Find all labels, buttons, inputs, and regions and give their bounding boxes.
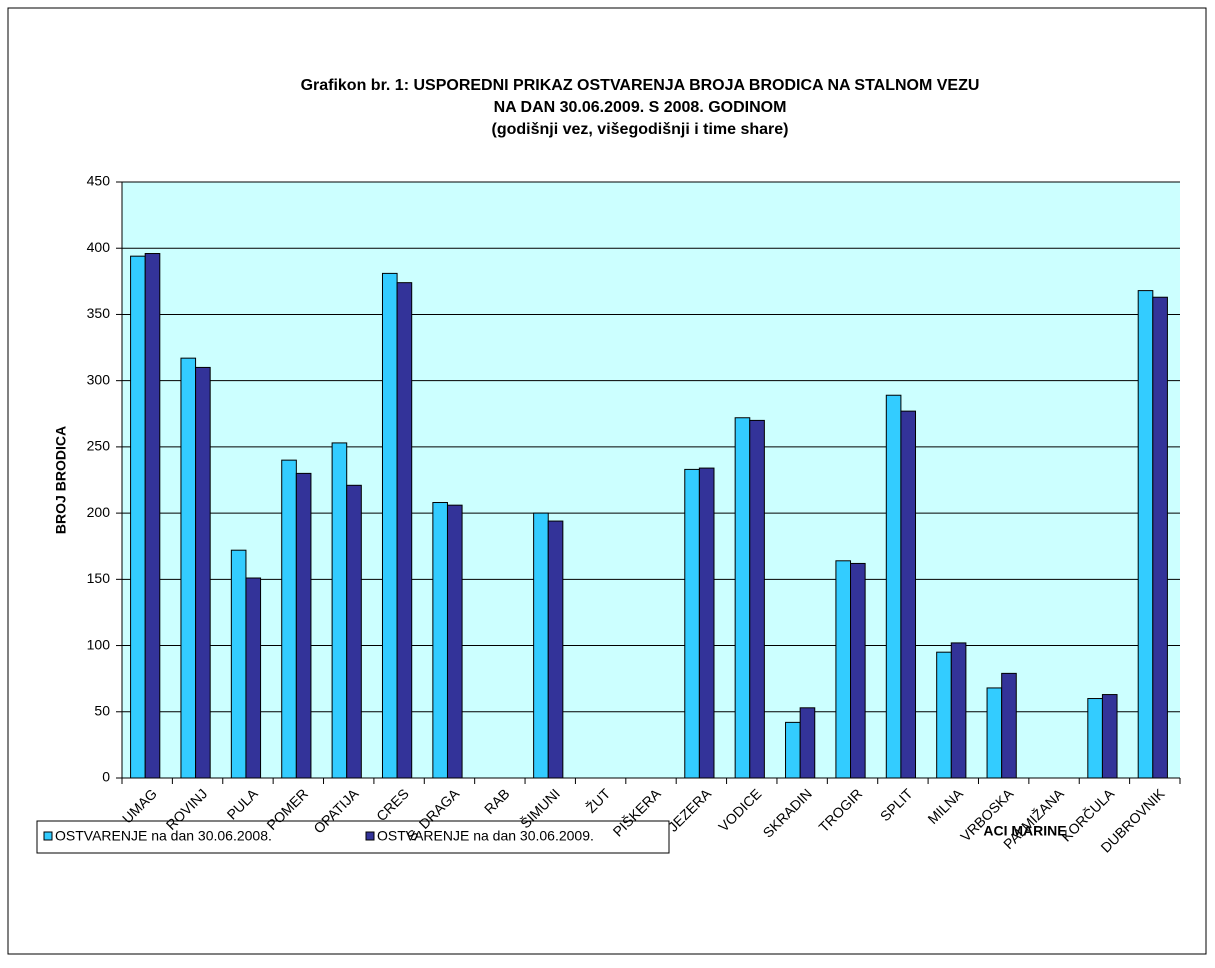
bar [245, 577, 262, 779]
bar [1152, 296, 1168, 779]
chart-title: NA DAN 30.06.2009. S 2008. GODINOM [494, 99, 787, 116]
y-tick-label: 150 [87, 570, 111, 586]
bar [130, 255, 146, 779]
bar [446, 504, 463, 779]
bar [1001, 672, 1017, 779]
bar [381, 272, 398, 779]
y-tick-label: 200 [87, 504, 111, 520]
bar [547, 520, 564, 779]
bar [396, 282, 413, 779]
bar [885, 394, 902, 779]
y-tick-label: 300 [87, 371, 111, 387]
legend-swatch [43, 831, 53, 841]
bar [281, 459, 297, 779]
bar [950, 642, 967, 779]
bar [785, 721, 801, 779]
bar [346, 484, 362, 779]
legend-box [36, 820, 670, 854]
bar [698, 467, 715, 779]
bar [799, 707, 816, 779]
chart-title: (godišnji vez, višegodišnji i time share… [492, 121, 789, 138]
y-tick-label: 100 [87, 636, 111, 652]
bar [900, 410, 917, 779]
bar [986, 687, 1003, 779]
bar [533, 512, 549, 779]
bar [331, 442, 348, 779]
bar [850, 562, 866, 779]
legend-label: OSTVARENJE na dan 30.06.2009. [377, 828, 594, 844]
y-tick-label: 400 [87, 239, 111, 255]
bar [230, 549, 247, 779]
y-tick-label: 350 [87, 305, 111, 321]
bar [684, 468, 700, 779]
bar [936, 651, 952, 779]
bar [1087, 698, 1103, 779]
bar [1101, 694, 1118, 779]
plot-area [122, 182, 1180, 778]
y-tick-label: 50 [94, 702, 110, 718]
bar [432, 502, 448, 779]
bar [295, 472, 312, 779]
bar [180, 357, 197, 779]
legend-label: OSTVARENJE na dan 30.06.2008. [55, 828, 272, 844]
bar [734, 417, 751, 779]
y-tick-label: 0 [102, 769, 110, 785]
bar [835, 560, 852, 779]
y-tick-label: 450 [87, 173, 111, 189]
chart-title: Grafikon br. 1: USPOREDNI PRIKAZ OSTVARE… [301, 77, 980, 94]
bar [749, 419, 765, 779]
legend-swatch [365, 831, 375, 841]
bar [195, 366, 211, 779]
y-axis-title: BROJ BRODICA [53, 426, 69, 534]
bar [144, 253, 161, 779]
y-tick-label: 250 [87, 438, 111, 454]
x-axis-title: ACI MARINE [983, 823, 1066, 839]
bar [1137, 290, 1154, 779]
